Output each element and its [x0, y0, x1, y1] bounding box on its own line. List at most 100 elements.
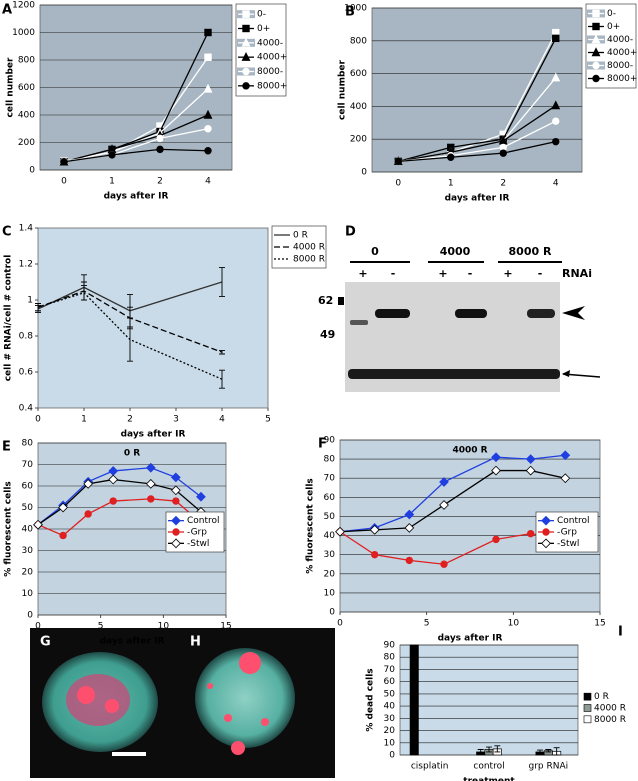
- marker: [172, 497, 180, 505]
- legend-label: 0-: [607, 9, 616, 19]
- marker: [204, 125, 212, 133]
- x-tick-label: 4: [219, 415, 225, 425]
- x-tick-label: 2: [157, 177, 163, 187]
- lane-label: +: [358, 267, 367, 280]
- legend-box: [271, 225, 327, 269]
- y-tick-label: 80: [324, 455, 336, 465]
- x-tick-label: 3: [173, 415, 179, 425]
- y-tick-label: 20: [384, 726, 396, 736]
- marker: [145, 478, 156, 489]
- y-tick-label: 10: [384, 738, 396, 748]
- legend-box: [235, 3, 287, 97]
- treatment-label: RNAi: [562, 267, 592, 280]
- marker: [370, 550, 379, 559]
- marker: [447, 153, 455, 161]
- scale-bar: [112, 752, 146, 756]
- marker: [560, 450, 571, 461]
- y-tick-label: 20: [324, 569, 336, 579]
- legend-label: 8000 R: [293, 255, 325, 265]
- marker: [171, 515, 181, 526]
- y-tick-label: 600: [350, 69, 367, 79]
- y-axis-label: cell number: [6, 57, 16, 117]
- legend-label: -Stwl: [187, 539, 209, 549]
- panel-label: A: [2, 3, 12, 18]
- marker: [196, 491, 206, 502]
- marker: [439, 477, 449, 487]
- error-bar: [494, 745, 501, 753]
- x-axis-label: days after IR: [445, 194, 510, 204]
- blot-group: 4000: [440, 245, 471, 258]
- marker: [491, 452, 501, 463]
- legend-label: 4000-: [257, 38, 283, 48]
- x-tick-label: 10: [158, 622, 170, 632]
- legend-label: 8000-: [257, 67, 283, 77]
- mw-tick: [338, 297, 344, 305]
- x-axis-label: treatment: [463, 777, 515, 781]
- marker: [591, 47, 601, 57]
- y-tick-label: 40: [324, 531, 336, 541]
- y-tick-label: 1200: [12, 1, 35, 11]
- y-tick-label: 0: [329, 608, 335, 618]
- x-tick-label: 0: [395, 179, 401, 189]
- band: [375, 309, 410, 318]
- plot-area: [37, 227, 269, 409]
- y-tick-label: 30: [324, 550, 336, 560]
- marker: [439, 500, 449, 510]
- x-tick-label: 2: [127, 415, 133, 425]
- panel-label: C: [2, 225, 12, 240]
- y-tick-label: 30: [384, 714, 396, 724]
- x-tick-label: 0: [35, 415, 41, 425]
- marker: [147, 495, 155, 503]
- error-bar: [553, 747, 560, 756]
- y-tick-label: 70: [22, 460, 34, 470]
- nucleus: [66, 674, 130, 726]
- marker: [491, 465, 501, 476]
- marker: [108, 151, 116, 159]
- marker: [369, 524, 380, 535]
- foci: [207, 683, 213, 689]
- y-tick-label: 60: [22, 482, 34, 492]
- error-bar: [219, 369, 225, 389]
- legend-label: 4000 R: [293, 243, 325, 253]
- marker: [394, 157, 402, 166]
- y-tick-label: 0.6: [19, 368, 34, 378]
- series-line: [398, 38, 557, 162]
- series-line: [398, 141, 556, 162]
- marker: [171, 472, 181, 483]
- marker: [591, 34, 601, 44]
- y-tick-label: 50: [384, 689, 396, 699]
- marker: [156, 145, 164, 154]
- marker: [204, 28, 212, 37]
- legend-label: Control: [187, 516, 220, 526]
- micrographs: G H: [30, 628, 335, 778]
- marker: [525, 465, 536, 476]
- marker: [440, 560, 448, 568]
- y-tick-label: 1.4: [19, 224, 34, 234]
- y-tick-label: 400: [350, 102, 367, 112]
- y-tick-label: 800: [18, 56, 35, 66]
- marker: [525, 454, 536, 464]
- marker: [405, 556, 414, 565]
- marker: [592, 9, 600, 18]
- x-tick-label: control: [473, 762, 504, 772]
- y-tick-label: 10: [22, 589, 34, 599]
- marker: [592, 61, 600, 70]
- error-bar: [477, 749, 484, 755]
- y-tick-label: 0: [389, 751, 395, 761]
- x-tick-label: 1: [448, 179, 454, 189]
- marker: [404, 523, 415, 533]
- y-axis-label: % fluorescent cells: [306, 478, 316, 574]
- legend-label: 4000-: [607, 35, 633, 45]
- error-bar: [35, 303, 41, 312]
- legend-swatch: [583, 715, 592, 724]
- marker: [241, 37, 251, 47]
- legend-label: 0 R: [293, 231, 308, 241]
- legend-label: -Grp: [557, 528, 577, 538]
- panel-label: I: [618, 625, 623, 640]
- foci: [77, 686, 95, 704]
- y-tick-label: 60: [324, 493, 336, 503]
- y-tick-label: 80: [384, 653, 396, 663]
- y-tick-label: 800: [350, 36, 367, 46]
- marker: [560, 473, 571, 484]
- marker: [241, 51, 251, 61]
